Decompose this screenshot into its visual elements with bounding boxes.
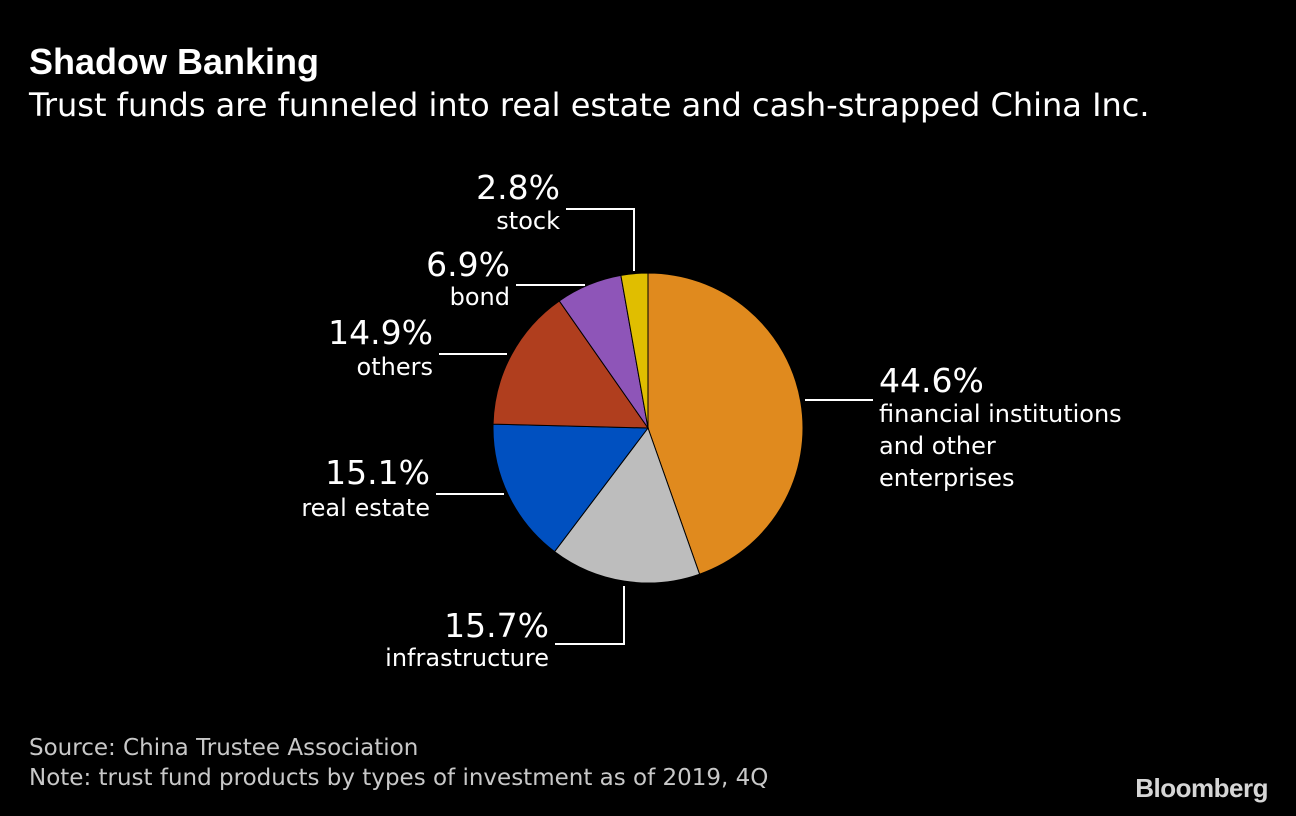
value-label-others: 14.9% bbox=[328, 313, 433, 352]
pie-slice-others bbox=[492, 300, 649, 429]
value-label-infrastructure: 15.7% bbox=[444, 606, 549, 645]
footnote: Note: trust fund products by types of in… bbox=[29, 765, 769, 791]
chart-title: Shadow Banking bbox=[29, 41, 320, 82]
category-label-others: others bbox=[357, 353, 433, 381]
value-label-bond: 6.9% bbox=[426, 245, 510, 284]
pie-slice-financial bbox=[647, 272, 804, 575]
category-label-infrastructure: infrastructure bbox=[385, 644, 549, 672]
pie-slice-stock bbox=[620, 272, 649, 429]
value-label-stock: 2.8% bbox=[476, 168, 560, 207]
category-label-bond: bond bbox=[450, 283, 510, 311]
leader-line-infrastructure bbox=[555, 586, 625, 645]
leader-line-stock bbox=[566, 208, 635, 271]
chart-subtitle: Trust funds are funneled into real estat… bbox=[29, 86, 1150, 124]
category-label-financial: financial institutions and other enterpris… bbox=[879, 400, 1122, 492]
bloomberg-logo: Bloomberg bbox=[1135, 773, 1268, 803]
value-label-real-estate: 15.1% bbox=[325, 453, 430, 492]
category-label-real-estate: real estate bbox=[301, 494, 430, 522]
pie-slice-real-estate bbox=[492, 423, 649, 553]
pie-slice-infrastructure bbox=[553, 426, 701, 584]
source-note: Source: China Trustee Association bbox=[29, 735, 419, 761]
value-label-financial: 44.6% bbox=[879, 361, 984, 400]
category-label-stock: stock bbox=[496, 207, 560, 235]
